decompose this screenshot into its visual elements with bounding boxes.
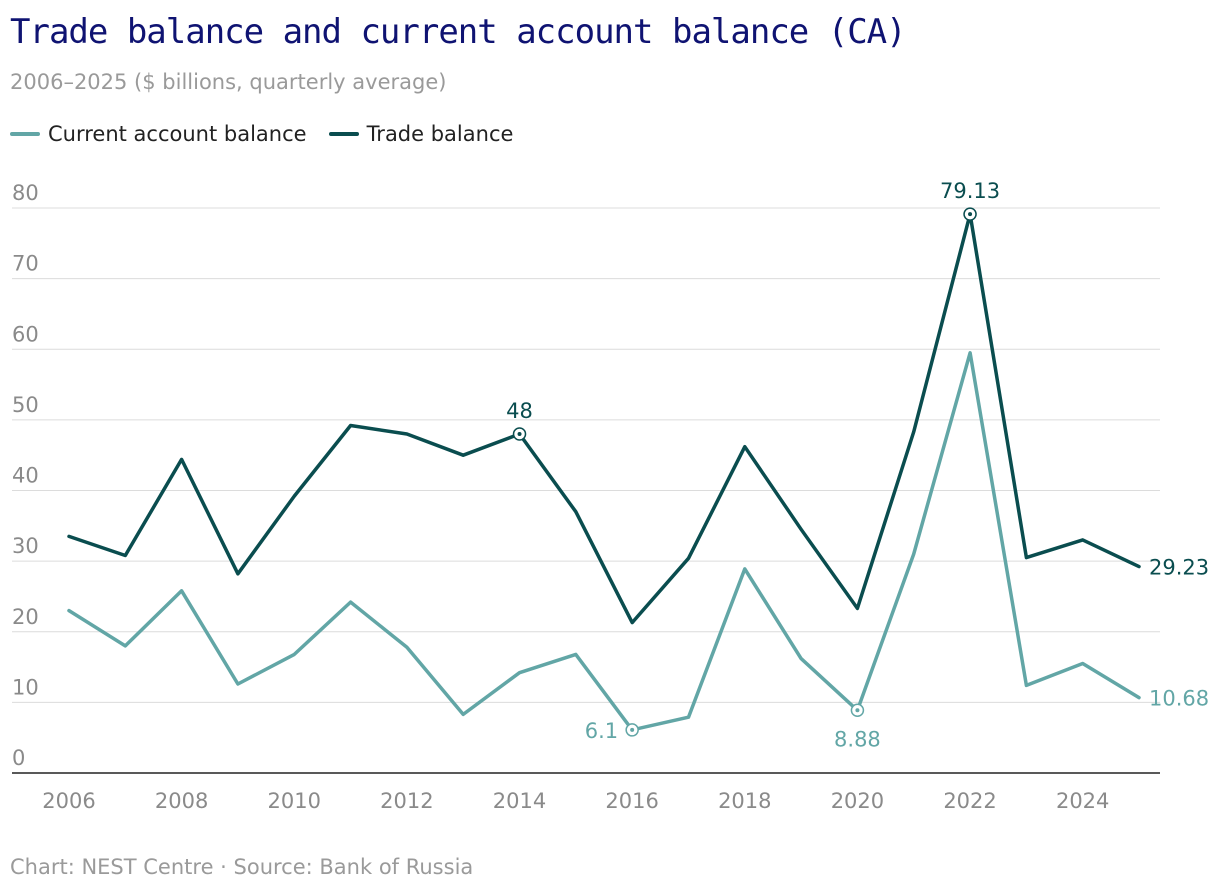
data-marker-dot-trade-2022 — [968, 212, 973, 217]
legend: Current account balance Trade balance — [10, 122, 535, 146]
x-tick-label-2018: 2018 — [718, 789, 771, 813]
legend-item-current-account: Current account balance — [10, 122, 307, 146]
legend-swatch-current-account — [10, 132, 40, 136]
y-tick-label-30: 30 — [12, 534, 39, 558]
chart-title: Trade balance and current account balanc… — [10, 12, 907, 52]
y-tick-label-20: 20 — [12, 605, 39, 629]
data-label-current-account-2016: 6.1 — [585, 719, 618, 743]
data-label-trade-2014: 48 — [506, 399, 533, 423]
y-tick-label-40: 40 — [12, 464, 39, 488]
chart-subtitle: 2006–2025 ($ billions, quarterly average… — [10, 70, 447, 94]
legend-label-current-account: Current account balance — [48, 122, 307, 146]
chart-source: Chart: NEST Centre · Source: Bank of Rus… — [10, 855, 474, 879]
x-tick-label-2010: 2010 — [268, 789, 321, 813]
x-tick-label-2024: 2024 — [1056, 789, 1109, 813]
x-tick-label-2008: 2008 — [155, 789, 208, 813]
y-tick-label-0: 0 — [12, 746, 25, 770]
series-line-current-account — [67, 351, 1141, 732]
x-tick-label-2012: 2012 — [380, 789, 433, 813]
legend-label-trade: Trade balance — [366, 122, 514, 146]
legend-item-trade: Trade balance — [328, 122, 514, 146]
data-label-trade-2025: 29.23 — [1149, 556, 1209, 580]
y-tick-label-10: 10 — [12, 675, 39, 699]
y-tick-label-60: 60 — [12, 322, 39, 346]
y-tick-label-50: 50 — [12, 393, 39, 417]
data-marker-dot-current-account-2016 — [630, 727, 635, 732]
series-line-trade — [67, 212, 1141, 625]
data-marker-dot-current-account-2020 — [855, 708, 860, 713]
y-tick-label-80: 80 — [12, 181, 39, 205]
data-label-trade-2022: 79.13 — [940, 179, 1000, 203]
x-tick-label-2006: 2006 — [42, 789, 95, 813]
x-tick-label-2022: 2022 — [943, 789, 996, 813]
data-label-current-account-2020: 8.88 — [834, 727, 881, 751]
x-tick-label-2020: 2020 — [831, 789, 884, 813]
y-tick-label-70: 70 — [12, 252, 39, 276]
legend-swatch-trade — [328, 132, 359, 136]
data-label-current-account-2025: 10.68 — [1149, 687, 1209, 711]
x-tick-label-2014: 2014 — [493, 789, 546, 813]
x-tick-label-2016: 2016 — [605, 789, 658, 813]
data-marker-dot-trade-2014 — [517, 432, 522, 436]
